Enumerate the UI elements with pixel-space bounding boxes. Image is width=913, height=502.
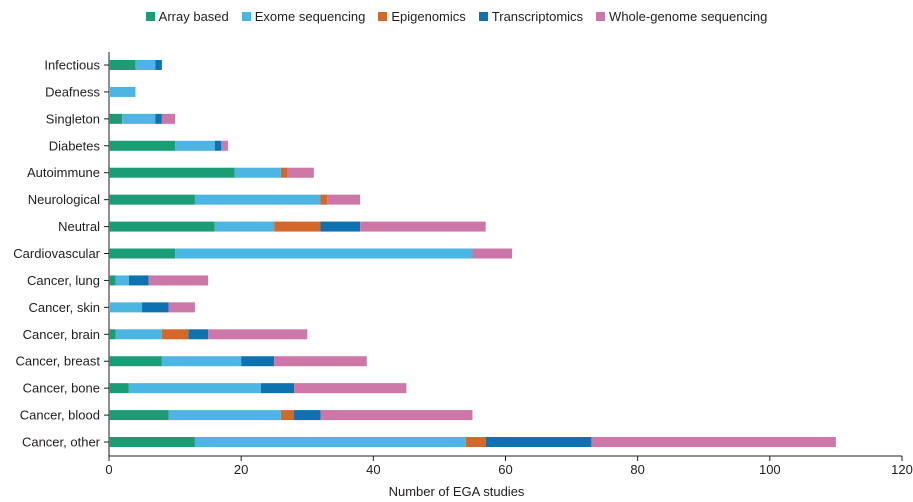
x-axis-title: Number of EGA studies: [388, 484, 525, 499]
legend-item-exome-sequencing: Exome sequencing: [241, 9, 366, 24]
y-tick-label-cancer-brain: Cancer, brain: [23, 327, 100, 342]
legend-label-array-based: Array based: [158, 9, 229, 24]
bar-cancer-breast-exome-sequencing: [161, 356, 242, 367]
bar-singleton-whole-genome-sequencing: [161, 113, 176, 124]
legend-swatch-transcriptomics: [478, 12, 488, 21]
bar-neutral-epigenomics: [274, 221, 321, 232]
legend: Array based Exome sequencing Epigenomics…: [0, 9, 913, 24]
bar-neurological-whole-genome-sequencing: [327, 194, 361, 205]
legend-item-whole-genome-sequencing: Whole-genome sequencing: [596, 9, 767, 24]
bar-cancer-skin-whole-genome-sequencing: [168, 302, 195, 313]
y-tick-label-deafness: Deafness: [45, 84, 100, 99]
y-tick-label-autoimmune: Autoimmune: [27, 165, 100, 180]
x-tick-label-0: 0: [105, 462, 112, 477]
bar-autoimmune-exome-sequencing: [234, 167, 281, 178]
bar-singleton-transcriptomics: [155, 113, 162, 124]
bar-singleton-exome-sequencing: [122, 113, 156, 124]
y-tick-label-neutral: Neutral: [58, 219, 100, 234]
bar-infectious-transcriptomics: [155, 60, 162, 70]
legend-item-transcriptomics: Transcriptomics: [478, 9, 584, 24]
y-tick-label-cancer-lung: Cancer, lung: [27, 273, 100, 288]
bar-cancer-other-whole-genome-sequencing: [591, 437, 836, 448]
bar-diabetes-transcriptomics: [214, 140, 222, 151]
bar-singleton-array-based: [109, 113, 123, 124]
bar-cancer-brain-exome-sequencing: [115, 329, 162, 340]
bar-neutral-transcriptomics: [320, 221, 361, 232]
legend-label-transcriptomics: Transcriptomics: [491, 9, 584, 24]
bar-cancer-breast-array-based: [109, 356, 162, 367]
x-tick-label-60: 60: [498, 462, 512, 477]
bar-cancer-lung-exome-sequencing: [115, 275, 129, 286]
bar-cardiovascular-array-based: [109, 248, 176, 259]
legend-label-whole-genome-sequencing: Whole-genome sequencing: [609, 9, 768, 24]
y-tick-label-neurological: Neurological: [28, 192, 100, 207]
bar-cardiovascular-exome-sequencing: [175, 248, 473, 259]
legend-swatch-exome-sequencing: [241, 12, 251, 21]
y-tick-label-cancer-bone: Cancer, bone: [23, 381, 100, 396]
legend-item-epigenomics: Epigenomics: [378, 9, 466, 24]
x-tick-label-20: 20: [234, 462, 248, 477]
legend-item-array-based: Array based: [145, 9, 229, 24]
bar-neutral-exome-sequencing: [214, 221, 275, 232]
bar-cancer-bone-array-based: [109, 383, 129, 394]
bar-cancer-blood-whole-genome-sequencing: [320, 410, 473, 421]
bar-cancer-brain-array-based: [109, 329, 116, 340]
x-tick-label-100: 100: [759, 462, 781, 477]
bar-diabetes-exome-sequencing: [175, 140, 215, 151]
y-tick-label-cardiovascular: Cardiovascular: [13, 246, 100, 261]
bar-deafness-exome-sequencing: [109, 86, 136, 97]
y-tick-label-cancer-blood: Cancer, blood: [20, 408, 100, 423]
bar-cancer-other-transcriptomics: [485, 437, 592, 448]
y-tick-label-cancer-skin: Cancer, skin: [28, 300, 100, 315]
bar-cancer-blood-epigenomics: [280, 410, 295, 421]
bar-cancer-other-epigenomics: [465, 437, 486, 448]
bar-cancer-brain-epigenomics: [161, 329, 189, 340]
legend-swatch-array-based: [145, 12, 155, 21]
y-tick-label-infectious: Infectious: [44, 58, 100, 73]
bar-cancer-blood-transcriptomics: [294, 410, 321, 421]
y-tick-label-diabetes: Diabetes: [49, 138, 101, 153]
legend-label-exome-sequencing: Exome sequencing: [254, 9, 366, 24]
legend-swatch-whole-genome-sequencing: [596, 12, 606, 21]
bar-infectious-array-based: [109, 60, 136, 70]
bar-cancer-blood-exome-sequencing: [168, 410, 281, 421]
bar-cancer-lung-array-based: [109, 275, 116, 286]
bar-autoimmune-epigenomics: [280, 167, 288, 178]
y-tick-label-singleton: Singleton: [46, 111, 100, 126]
y-tick-label-cancer-breast: Cancer, breast: [15, 354, 100, 369]
bar-autoimmune-array-based: [109, 167, 235, 178]
legend-swatch-epigenomics: [378, 12, 388, 21]
bar-neurological-epigenomics: [320, 194, 328, 205]
y-tick-label-cancer-other: Cancer, other: [22, 435, 101, 450]
bar-cardiovascular-whole-genome-sequencing: [472, 248, 513, 259]
bar-cancer-skin-exome-sequencing: [109, 302, 143, 313]
x-tick-label-80: 80: [630, 462, 644, 477]
bar-cancer-brain-transcriptomics: [188, 329, 209, 340]
bar-neutral-whole-genome-sequencing: [360, 221, 486, 232]
bar-diabetes-array-based: [109, 140, 176, 151]
x-tick-label-120: 120: [891, 462, 913, 477]
bar-infectious-exome-sequencing: [135, 60, 156, 70]
bar-cancer-blood-array-based: [109, 410, 169, 421]
bar-cancer-other-array-based: [109, 437, 195, 448]
bar-cancer-lung-transcriptomics: [128, 275, 149, 286]
bar-neurological-array-based: [109, 194, 195, 205]
bar-autoimmune-whole-genome-sequencing: [287, 167, 314, 178]
bar-cancer-bone-exome-sequencing: [128, 383, 261, 394]
bar-cancer-lung-whole-genome-sequencing: [148, 275, 209, 286]
bar-cancer-skin-transcriptomics: [142, 302, 169, 313]
bar-cancer-breast-transcriptomics: [241, 356, 275, 367]
bar-neutral-array-based: [109, 221, 215, 232]
bar-cancer-bone-transcriptomics: [260, 383, 295, 394]
legend-label-epigenomics: Epigenomics: [391, 9, 466, 24]
bar-cancer-brain-whole-genome-sequencing: [208, 329, 308, 340]
x-tick-label-40: 40: [366, 462, 380, 477]
bar-cancer-other-exome-sequencing: [194, 437, 466, 448]
bar-cancer-bone-whole-genome-sequencing: [294, 383, 407, 394]
bar-cancer-breast-whole-genome-sequencing: [274, 356, 367, 367]
bar-diabetes-whole-genome-sequencing: [221, 140, 228, 151]
bar-neurological-exome-sequencing: [194, 194, 321, 205]
